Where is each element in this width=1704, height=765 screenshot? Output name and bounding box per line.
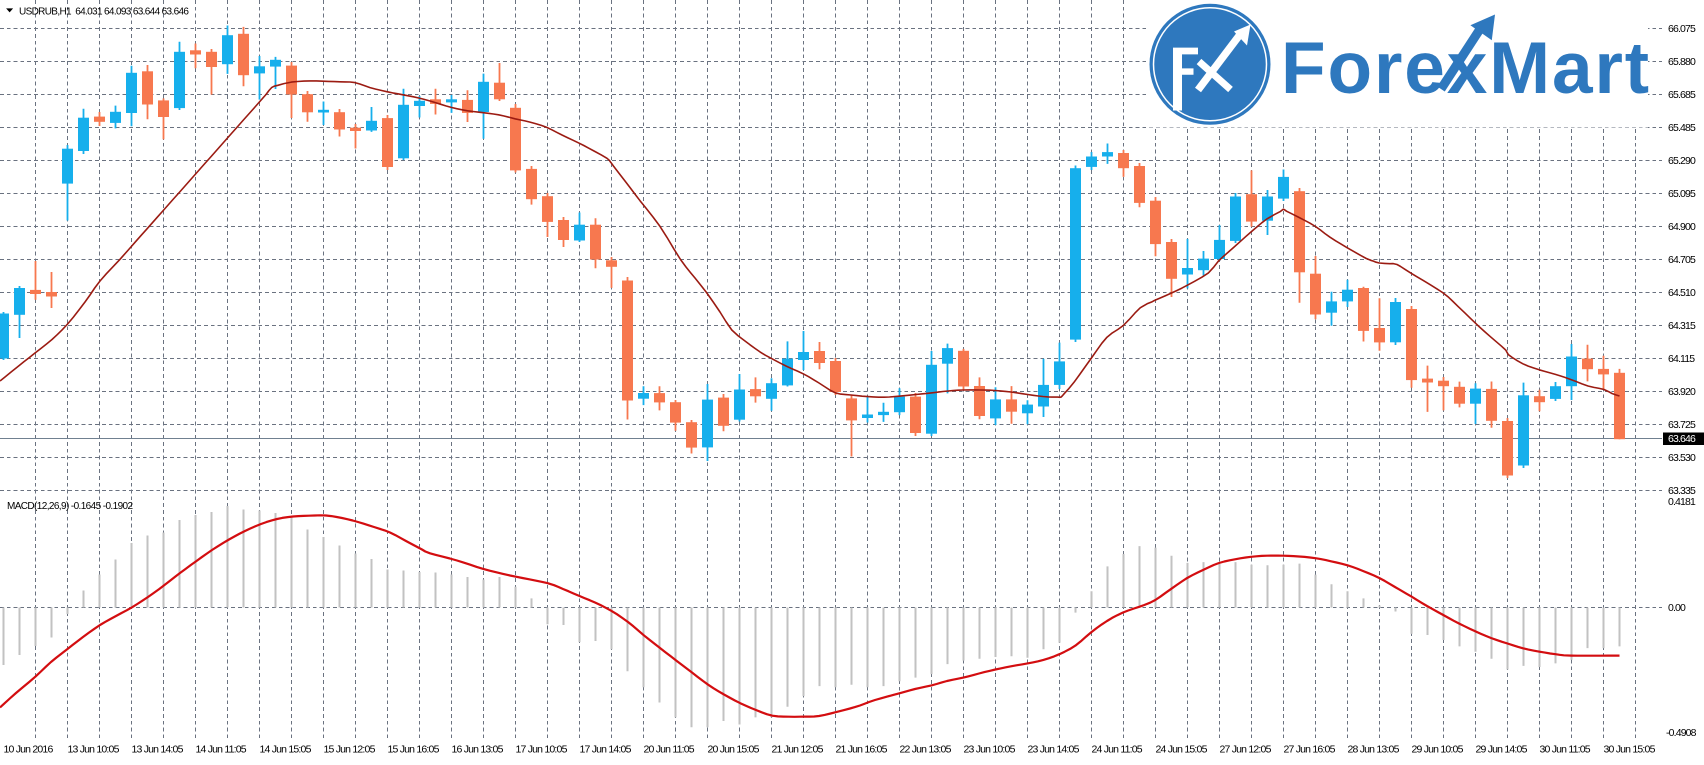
svg-text:16 Jun 13:05: 16 Jun 13:05 (452, 744, 504, 756)
svg-text:66.075: 66.075 (1668, 23, 1696, 35)
svg-text:29 Jun 14:05: 29 Jun 14:05 (1476, 744, 1528, 756)
svg-text:21 Jun 12:05: 21 Jun 12:05 (772, 744, 824, 756)
svg-text:ForexMart: ForexMart (1281, 28, 1651, 109)
svg-text:64.510: 64.510 (1668, 287, 1696, 299)
svg-text:65.095: 65.095 (1668, 188, 1696, 200)
svg-text:28 Jun 13:05: 28 Jun 13:05 (1348, 744, 1400, 756)
svg-text:0.4181: 0.4181 (1668, 496, 1696, 508)
svg-text:22 Jun 13:05: 22 Jun 13:05 (900, 744, 952, 756)
svg-text:63.725: 63.725 (1668, 419, 1696, 431)
svg-text:23 Jun 14:05: 23 Jun 14:05 (1028, 744, 1080, 756)
svg-text:MACD(12,26,9) -0.1645 -0.1902: MACD(12,26,9) -0.1645 -0.1902 (7, 501, 133, 512)
svg-text:64.900: 64.900 (1668, 221, 1696, 233)
svg-text:64.315: 64.315 (1668, 320, 1696, 332)
svg-text:63.530: 63.530 (1668, 452, 1696, 464)
svg-text:27 Jun 12:05: 27 Jun 12:05 (1220, 744, 1272, 756)
svg-text:30 Jun 15:05: 30 Jun 15:05 (1604, 744, 1656, 756)
svg-text:63.646: 63.646 (1668, 433, 1696, 445)
svg-text:63.920: 63.920 (1668, 386, 1696, 398)
svg-text:30 Jun 11:05: 30 Jun 11:05 (1540, 744, 1591, 756)
svg-text:65.685: 65.685 (1668, 89, 1696, 101)
svg-text:20 Jun 11:05: 20 Jun 11:05 (644, 744, 695, 756)
svg-text:63.335: 63.335 (1668, 485, 1696, 497)
svg-text:29 Jun 10:05: 29 Jun 10:05 (1412, 744, 1464, 756)
svg-text:24 Jun 15:05: 24 Jun 15:05 (1156, 744, 1208, 756)
svg-text:24 Jun 11:05: 24 Jun 11:05 (1092, 744, 1143, 756)
svg-text:64.115: 64.115 (1668, 353, 1695, 365)
svg-text:65.290: 65.290 (1668, 155, 1696, 167)
svg-text:15 Jun 12:05: 15 Jun 12:05 (324, 744, 376, 756)
svg-text:0.00: 0.00 (1668, 602, 1686, 614)
svg-text:13 Jun 14:05: 13 Jun 14:05 (132, 744, 184, 756)
svg-text:65.485: 65.485 (1668, 122, 1696, 134)
svg-text:20 Jun 15:05: 20 Jun 15:05 (708, 744, 760, 756)
svg-text:21 Jun 16:05: 21 Jun 16:05 (836, 744, 888, 756)
svg-text:15 Jun 16:05: 15 Jun 16:05 (388, 744, 440, 756)
svg-text:-0.4908: -0.4908 (1666, 727, 1697, 739)
svg-text:13 Jun 10:05: 13 Jun 10:05 (68, 744, 120, 756)
svg-text:64.705: 64.705 (1668, 254, 1696, 266)
svg-text:17 Jun 10:05: 17 Jun 10:05 (516, 744, 568, 756)
svg-text:10 Jun 2016: 10 Jun 2016 (4, 744, 54, 756)
svg-text:17 Jun 14:05: 17 Jun 14:05 (580, 744, 632, 756)
svg-text:23 Jun 10:05: 23 Jun 10:05 (964, 744, 1016, 756)
svg-text:USDRUB,H1 64.031 64.093 63.64: USDRUB,H1 64.031 64.093 63.644 63.646 (19, 7, 189, 18)
svg-text:27 Jun 16:05: 27 Jun 16:05 (1284, 744, 1336, 756)
svg-text:14 Jun 15:05: 14 Jun 15:05 (260, 744, 312, 756)
svg-text:65.880: 65.880 (1668, 56, 1696, 68)
svg-text:14 Jun 11:05: 14 Jun 11:05 (196, 744, 247, 756)
